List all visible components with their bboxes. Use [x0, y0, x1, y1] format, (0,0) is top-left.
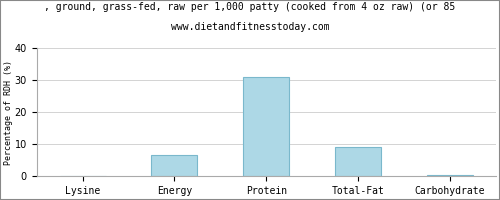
Y-axis label: Percentage of RDH (%): Percentage of RDH (%): [4, 60, 13, 165]
Text: , ground, grass-fed, raw per 1,000 patty (cooked from 4 oz raw) (or 85: , ground, grass-fed, raw per 1,000 patty…: [44, 2, 456, 12]
Bar: [152, 155, 198, 176]
Bar: [427, 175, 473, 176]
Bar: [335, 147, 381, 176]
Bar: [244, 77, 289, 176]
Text: www.dietandfitnesstoday.com: www.dietandfitnesstoday.com: [170, 22, 330, 32]
